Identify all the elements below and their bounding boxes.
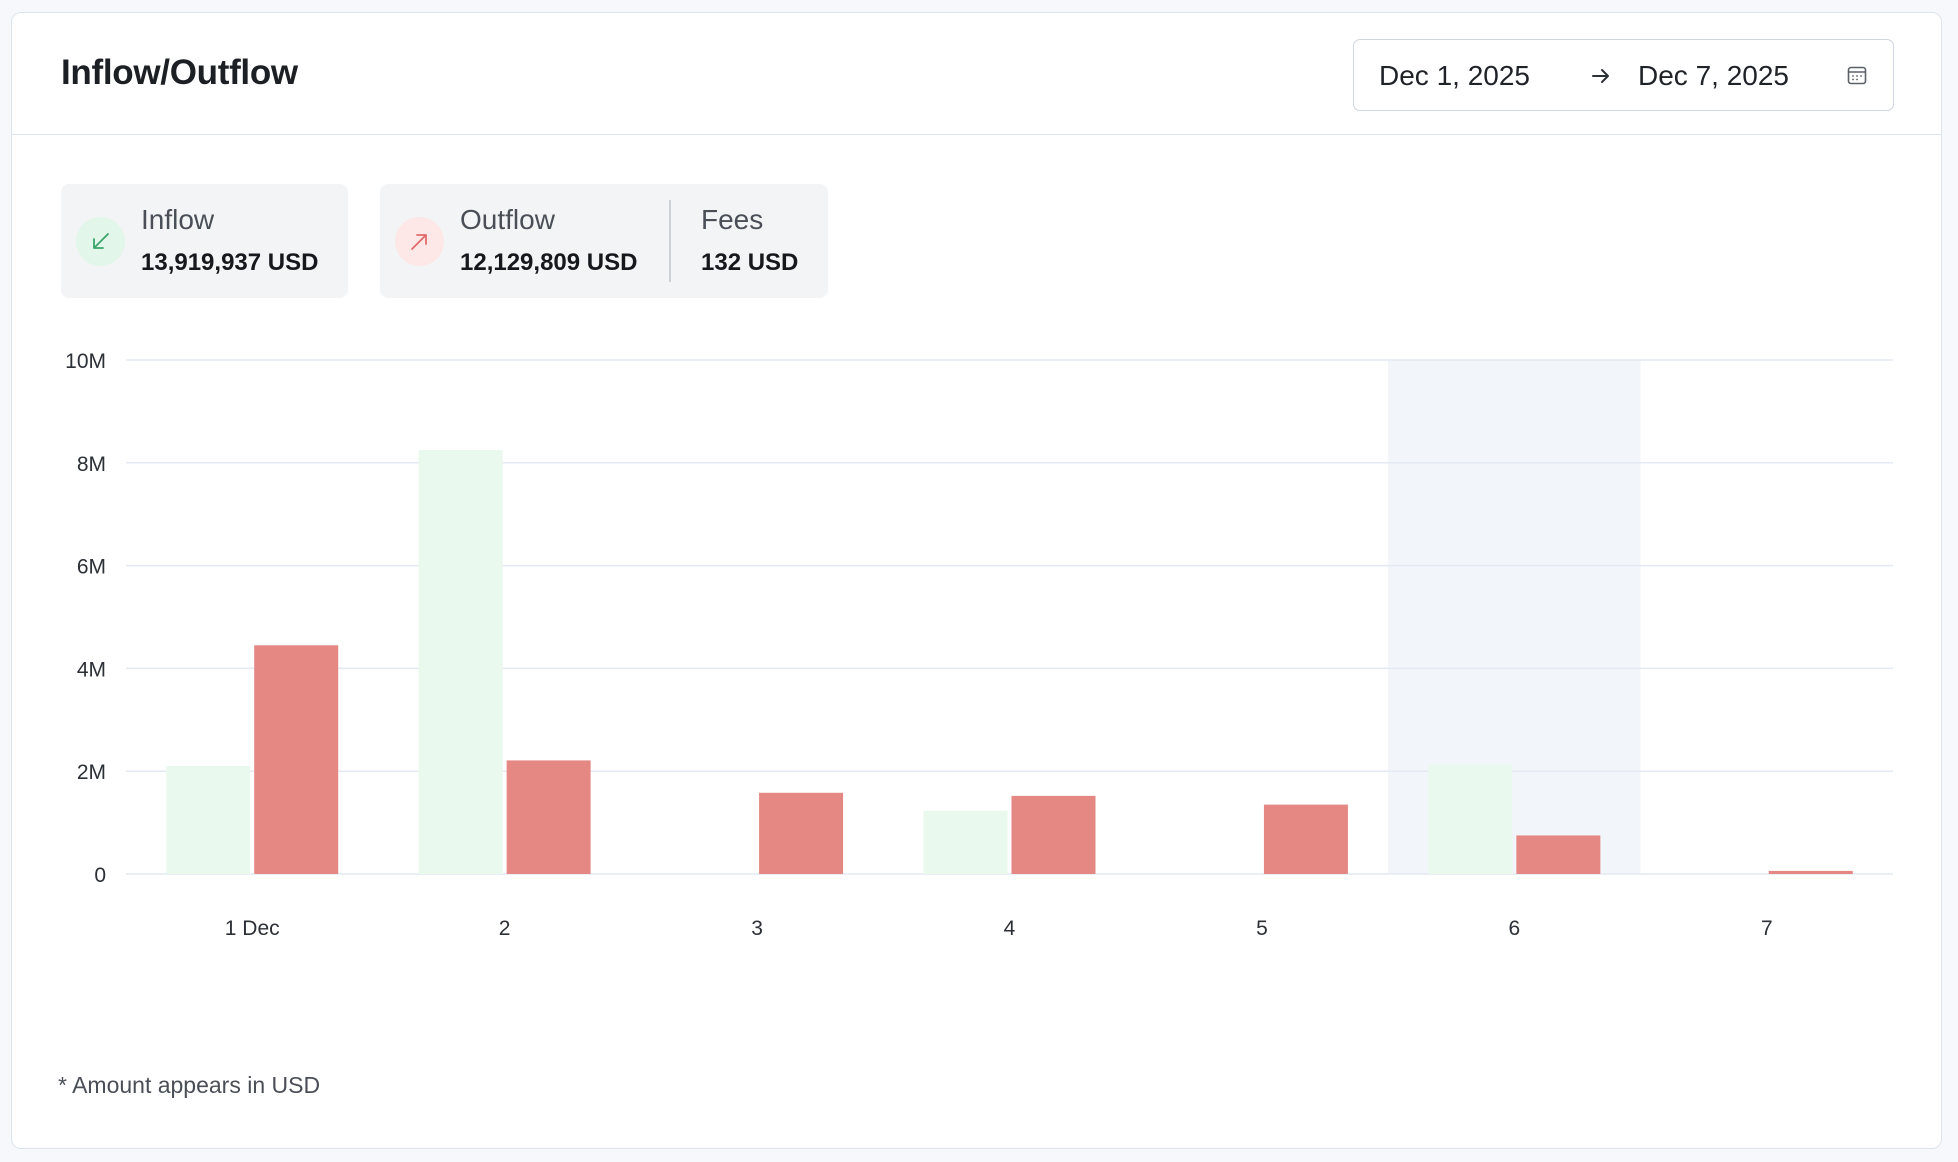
- inflow-value: 13,919,937 USD: [141, 249, 319, 276]
- x-tick-label: 6: [1509, 917, 1521, 940]
- outflow-bar: [254, 645, 339, 874]
- date-range-start[interactable]: Dec 1, 2025: [1379, 60, 1530, 91]
- x-tick-label: 1 Dec: [225, 917, 280, 940]
- calendar-icon[interactable]: [1846, 64, 1868, 86]
- stat-separator: [669, 200, 671, 282]
- outflow-bar: [506, 760, 591, 874]
- outflow-value: 12,129,809 USD: [460, 249, 638, 276]
- arrow-right-icon: [1592, 69, 1609, 83]
- x-tick-label: 7: [1761, 917, 1773, 940]
- outflow-label: Outflow: [460, 204, 555, 235]
- y-tick-label: 10M: [65, 350, 106, 373]
- y-tick-label: 4M: [77, 658, 106, 681]
- fees-value: 132 USD: [701, 249, 799, 276]
- x-tick-label: 2: [499, 917, 511, 940]
- inflow-stat-card: Inflow 13,919,937 USD: [61, 184, 348, 298]
- inflow-bar: [166, 766, 251, 874]
- inflow-label: Inflow: [141, 204, 215, 235]
- x-tick-label: 4: [1004, 917, 1016, 940]
- inflow-outflow-bar-chart: 0 2M 4M 6M 8M 10M 1 Dec 2 3 4 5 6 7: [65, 350, 1893, 940]
- outflow-stat-card: Outflow 12,129,809 USD Fees 132 USD: [380, 184, 828, 298]
- inflow-bar: [418, 449, 503, 874]
- fees-label: Fees: [701, 204, 764, 235]
- inflow-bar: [923, 810, 1008, 874]
- y-tick-label: 6M: [77, 556, 106, 579]
- x-tick-label: 3: [751, 917, 763, 940]
- inflow-icon-badge: [76, 217, 125, 266]
- card-title: Inflow/Outflow: [61, 53, 298, 92]
- arrow-up-right-icon: [411, 234, 427, 250]
- outflow-bar: [1011, 795, 1096, 874]
- highlight-column: [1388, 360, 1641, 874]
- outflow-bar: [1263, 804, 1348, 874]
- date-range-end[interactable]: Dec 7, 2025: [1638, 60, 1789, 91]
- arrow-down-left-icon: [93, 233, 109, 249]
- x-tick-label: 5: [1256, 917, 1268, 940]
- inflow-bar: [1428, 764, 1513, 874]
- y-tick-label: 0: [94, 864, 106, 887]
- y-tick-label: 2M: [77, 761, 106, 784]
- y-tick-label: 8M: [77, 453, 106, 476]
- card-header: Inflow/Outflow Dec 1, 2025 Dec 7, 2025: [12, 13, 1941, 135]
- outflow-bar: [1516, 835, 1601, 874]
- outflow-icon-badge: [395, 217, 444, 266]
- inflow-outflow-card: Inflow/Outflow Dec 1, 2025 Dec 7, 2025 I…: [11, 12, 1942, 1149]
- date-range-picker[interactable]: Dec 1, 2025 Dec 7, 2025: [1353, 39, 1894, 111]
- footnote: * Amount appears in USD: [58, 1072, 321, 1098]
- outflow-bar: [759, 792, 844, 874]
- outflow-bar: [1768, 870, 1853, 874]
